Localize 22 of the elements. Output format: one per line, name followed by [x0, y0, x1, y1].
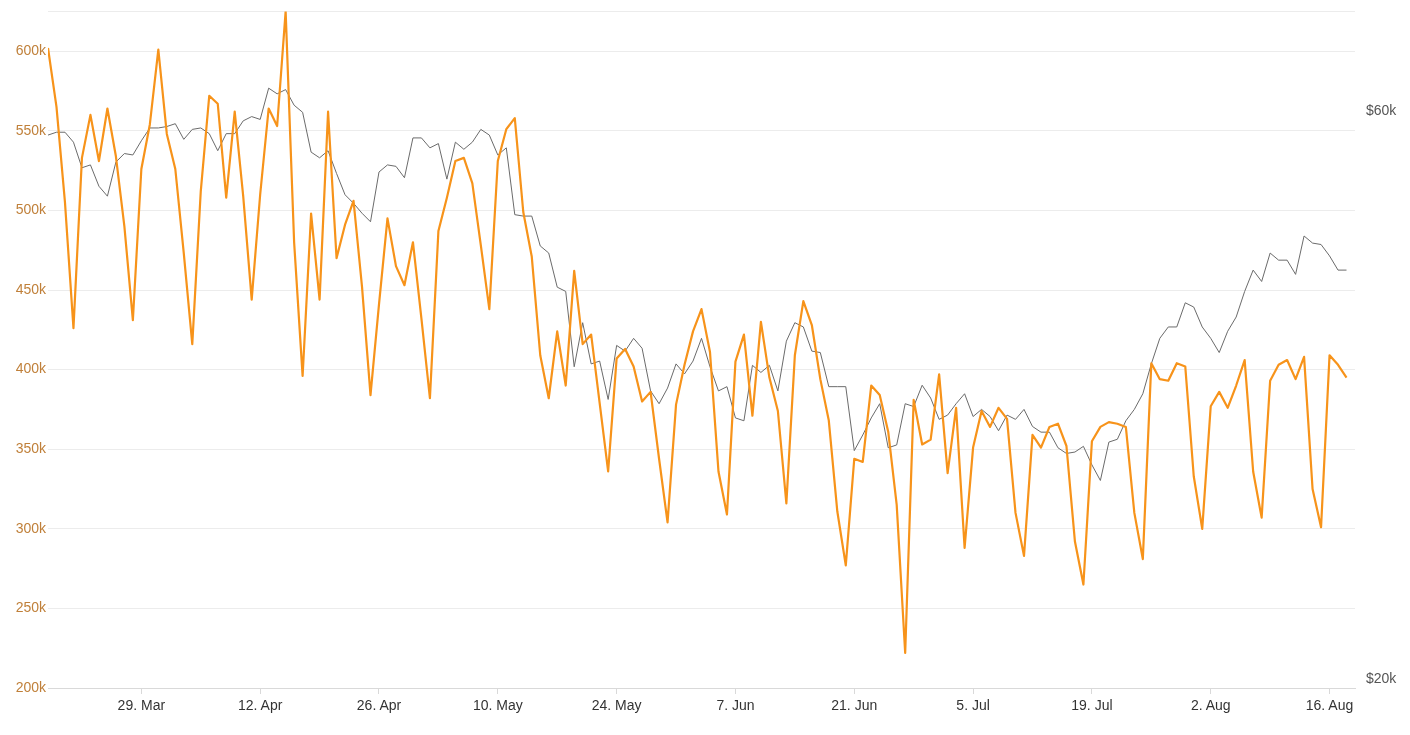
y-tick-label: 500k	[15, 201, 47, 218]
y-tick-label: 250k	[15, 599, 47, 616]
y-tick-label: 350k	[15, 440, 47, 457]
x-tick-label: 5. Jul	[956, 697, 990, 714]
x-tick-label: 7. Jun	[716, 697, 755, 714]
y-tick-label: 550k	[15, 121, 47, 138]
y-tick-label: 450k	[15, 280, 47, 297]
x-tick-label: 10. May	[472, 697, 523, 714]
y-tick-label: 200k	[15, 678, 47, 695]
y2-tick-label: $60k	[1366, 101, 1398, 118]
y-tick-label: 300k	[15, 519, 47, 536]
y-tick-label: 600k	[15, 42, 47, 59]
x-tick-label: 21. Jun	[831, 697, 878, 714]
x-tick-label: 16. Aug	[1305, 697, 1354, 714]
y-tick-label: 400k	[15, 360, 47, 377]
x-tick-label: 2. Aug	[1190, 697, 1231, 714]
y2-tick-label: $20k	[1366, 670, 1398, 687]
x-tick-label: 19. Jul	[1071, 697, 1113, 714]
x-tick-label: 24. May	[591, 697, 642, 714]
x-tick-label: 26. Apr	[356, 697, 402, 714]
x-tick-label: 12. Apr	[237, 697, 283, 714]
x-tick-label: 29. Mar	[117, 697, 166, 714]
